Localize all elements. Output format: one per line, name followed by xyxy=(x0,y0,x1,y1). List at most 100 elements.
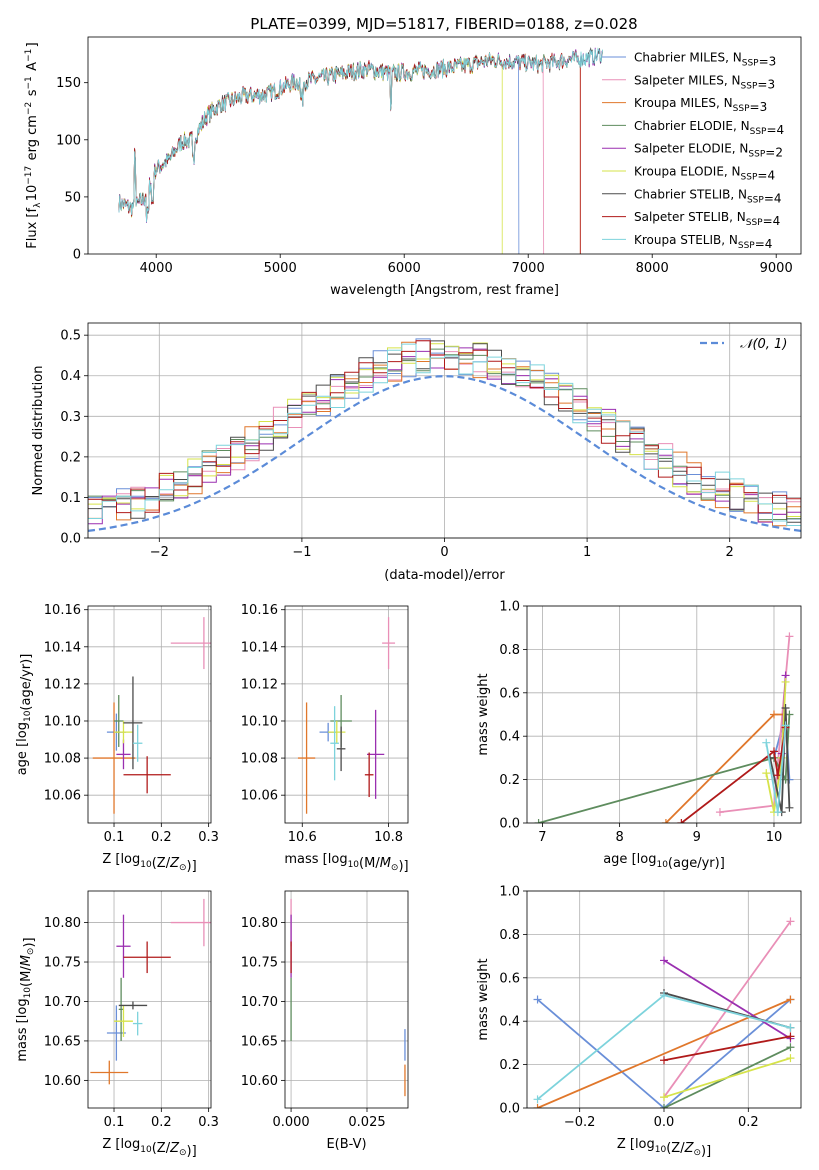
weight-line-salpeter_stelib xyxy=(663,1035,791,1062)
y-tick-label: 1.0 xyxy=(499,885,520,900)
weight-marker xyxy=(660,956,668,965)
x-tick-label: 10 xyxy=(766,830,783,845)
panel-residuals: −2 −1 0 1 2 0.0 0.1 0.2 0.3 0.4 0.5 𝒩(0, 1) (data-mo… xyxy=(31,322,802,583)
panel-weight_vs_z: −0.2 0.0 0.2 0.0 0.2 0.4 0.6 0.8 1.0 Z [log10(Z/Z… xyxy=(476,885,802,1159)
y-tick-label: 10.75 xyxy=(241,956,278,971)
legend-label: Kroupa MILES, NSSP=3 xyxy=(634,96,767,114)
weight-line-salpeter_stelib xyxy=(680,727,787,823)
point-chabrier_stelib xyxy=(336,726,346,772)
x-tick-label: 0.1 xyxy=(104,1115,125,1130)
weight-marker xyxy=(781,677,790,686)
point-kroupa_stelib xyxy=(132,1011,143,1036)
plot-area xyxy=(297,617,396,814)
y-tick-label: 0.2 xyxy=(499,1058,520,1073)
y-tick-label: 0.8 xyxy=(499,928,520,943)
weight-marker xyxy=(715,808,724,817)
weight-marker xyxy=(533,995,542,1004)
weight-marker xyxy=(677,819,686,823)
y-tick-label: 0.0 xyxy=(499,1102,520,1117)
x-tick-label: 0.1 xyxy=(104,830,125,845)
y-tick-label: 10.60 xyxy=(241,1074,278,1089)
point-salpeter_elodie xyxy=(367,709,385,799)
y-tick-label: 10.16 xyxy=(44,603,81,618)
y-tick-label: 0.8 xyxy=(499,643,520,658)
y-tick-label: 10.08 xyxy=(44,752,81,767)
x-tick-label: 0.3 xyxy=(198,830,219,845)
x-tick-label: 0 xyxy=(440,545,448,560)
y-tick-label: 150 xyxy=(56,76,81,91)
point-salpeter_miles xyxy=(170,617,211,670)
x-tick-label: 7000 xyxy=(512,261,545,276)
weight-marker xyxy=(660,991,668,1000)
y-tick-label: 0.4 xyxy=(60,369,81,384)
weight-marker xyxy=(762,769,771,778)
x-tick-label: 8000 xyxy=(636,261,669,276)
point-kroupa_stelib xyxy=(330,706,339,781)
x-tick-label: 6000 xyxy=(388,261,421,276)
point-kroupa_miles xyxy=(297,702,316,814)
y-tick-label: 0.5 xyxy=(60,329,81,344)
y-tick-label: 0.6 xyxy=(499,971,520,986)
weight-marker xyxy=(534,819,543,823)
axes-frame xyxy=(526,605,802,824)
legend: Chabrier MILES, NSSP=3 Salpeter MILES, NS… xyxy=(602,51,784,251)
panels: 4000 5000 6000 7000 8000 9000050100150Chabrie… xyxy=(15,36,802,1159)
x-tick-label: 0.025 xyxy=(348,1115,385,1130)
weight-marker xyxy=(769,710,778,719)
weight-marker xyxy=(773,808,782,817)
axes-frame xyxy=(526,890,802,1109)
panel-mass_vs_z: 0.1 0.2 0.3 10.60 10.65 10.70 10.75 10.80 Z [log… xyxy=(15,890,219,1159)
weight-marker xyxy=(786,917,795,926)
y-axis-label: mass [log10(M/M⊙)] xyxy=(15,937,37,1061)
legend-label: Salpeter ELODIE, NSSP=2 xyxy=(634,142,783,160)
point-kroupa_miles xyxy=(92,702,136,814)
x-tick-label: 0.000 xyxy=(272,1115,309,1130)
panel-age_vs_z: 0.1 0.2 0.3 10.06 10.08 10.10 10.12 10.14 10.16 Z… xyxy=(15,603,219,874)
y-tick-label: 10.70 xyxy=(44,995,81,1010)
gaussian-curve xyxy=(88,375,801,532)
plot-area xyxy=(88,338,801,533)
x-tick-label: −0.2 xyxy=(564,1115,596,1130)
y-tick-label: 0.0 xyxy=(499,817,520,832)
x-tick-label: −1 xyxy=(292,545,311,560)
plot-area xyxy=(533,917,795,1108)
weight-marker xyxy=(785,803,794,812)
legend-label: Salpeter MILES, NSSP=3 xyxy=(634,73,775,91)
plot-area xyxy=(290,898,406,1097)
x-axis-label: Z [log10(Z/Z⊙)] xyxy=(102,1137,196,1159)
x-tick-label: 10.8 xyxy=(374,830,403,845)
x-tick-label: 4000 xyxy=(140,261,173,276)
legend-label: Chabrier STELIB, NSSP=4 xyxy=(634,187,782,205)
y-tick-label: 10.06 xyxy=(44,789,81,804)
axes-frame xyxy=(284,605,409,824)
x-axis-label: E(B-V) xyxy=(326,1137,366,1152)
weight-marker xyxy=(785,632,794,641)
x-tick-label: 0.2 xyxy=(151,1115,172,1130)
weight-line-chabrier_miles xyxy=(536,998,792,1108)
weight-marker xyxy=(762,738,771,747)
y-axis-label: mass weight xyxy=(476,958,491,1040)
weight-marker xyxy=(781,703,790,712)
x-tick-label: 5000 xyxy=(264,261,297,276)
point-salpeter_stelib xyxy=(123,756,171,794)
weight-line-chabrier_stelib xyxy=(769,707,791,813)
y-axis-label: age [log10(age/yr)] xyxy=(15,654,34,776)
axes-frame xyxy=(284,890,409,1109)
axes-frame xyxy=(87,890,212,1109)
panel-weight_vs_age: 7 8 9 10 0.0 0.2 0.4 0.6 0.8 1.0 age [log10(age/yr… xyxy=(476,600,802,871)
legend-label: Kroupa ELODIE, NSSP=4 xyxy=(634,165,775,183)
point-kroupa_miles xyxy=(90,1060,129,1085)
x-tick-label: 1 xyxy=(583,545,591,560)
weight-marker xyxy=(786,995,795,1004)
y-tick-label: 10.75 xyxy=(44,956,81,971)
weight-line-salpeter_elodie xyxy=(663,959,791,1040)
weight-marker xyxy=(786,1032,795,1041)
legend-label: Chabrier ELODIE, NSSP=4 xyxy=(634,119,784,137)
x-tick-label: 9000 xyxy=(760,261,793,276)
y-tick-label: 0.2 xyxy=(499,773,520,788)
y-tick-label: 100 xyxy=(56,133,81,148)
y-tick-label: 0.1 xyxy=(60,491,81,506)
weight-marker xyxy=(785,710,794,719)
point-salpeter_miles xyxy=(382,617,396,670)
plot-area xyxy=(90,898,211,1085)
